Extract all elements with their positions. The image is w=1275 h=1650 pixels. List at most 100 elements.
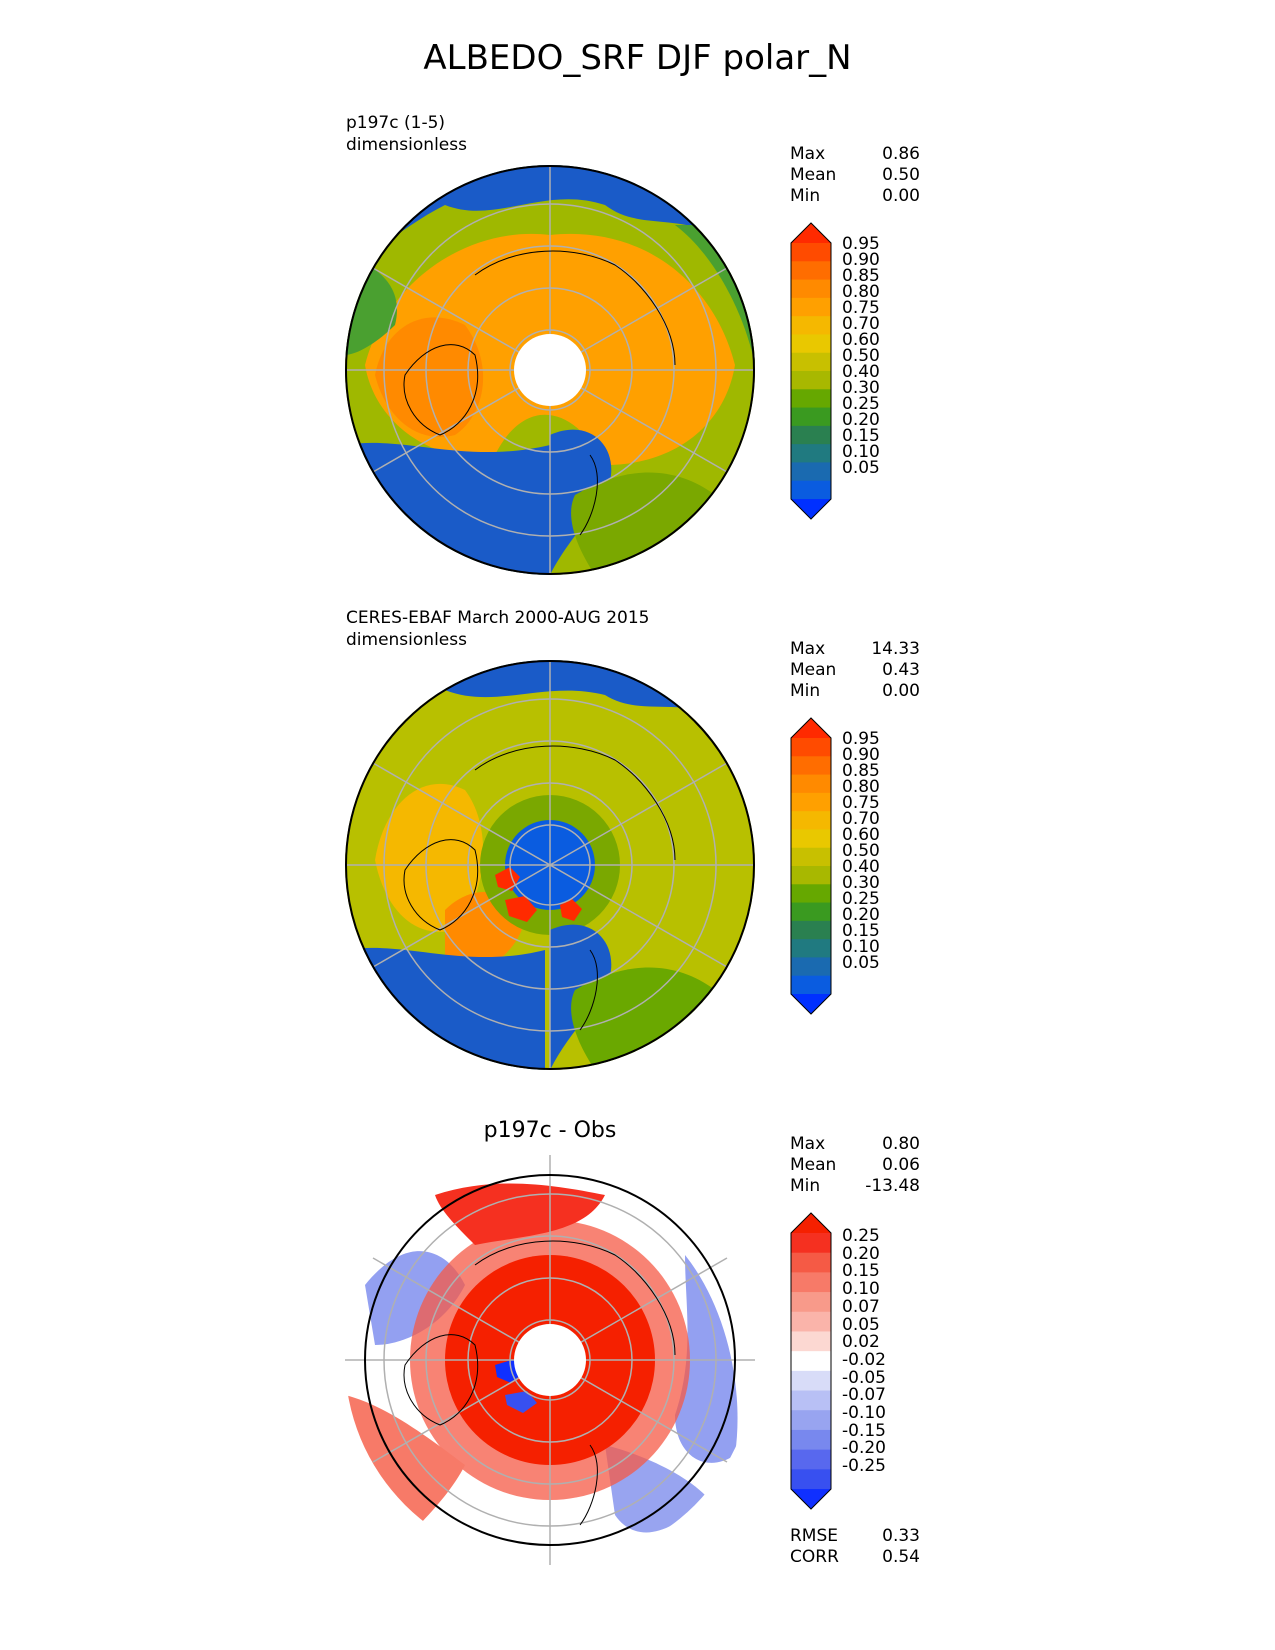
panel1-colorbar-outline <box>790 222 832 520</box>
panel1-colorbar-tick: 0.50 <box>842 346 880 366</box>
panel2-colorbar-swatch <box>791 738 831 757</box>
panel3-metric-rmse: RMSE 0.33 <box>790 1526 920 1546</box>
panel3-colorbar-swatch <box>791 1292 831 1313</box>
panel1-stat-max: Max 0.86 <box>790 144 920 164</box>
panel2-colorbar-tick: 0.40 <box>842 857 880 877</box>
panel3-stat-max: Max 0.80 <box>790 1134 920 1154</box>
panel1-polar-map <box>345 165 755 575</box>
panel2-colorbar-tick: 0.70 <box>842 809 880 829</box>
panel2-hotspot-1 <box>495 867 520 891</box>
panel2-hotspot-3 <box>560 899 582 921</box>
panel2-units: dimensionless <box>346 630 467 650</box>
panel1-stats: Max 0.86 Mean 0.50 Min 0.00 <box>790 144 920 207</box>
panel3-negative-spot-2 <box>505 1391 537 1413</box>
panel1-colorbar-swatch <box>791 444 831 464</box>
panel2-colorbar-cap-top <box>791 718 831 738</box>
panel3-metrics: RMSE 0.33 CORR 0.54 <box>790 1526 920 1568</box>
panel3-colorbar-tick: 0.25 <box>842 1226 880 1246</box>
panel2-stats: Max 14.33 Mean 0.43 Min 0.00 <box>790 639 920 702</box>
panel3-stat-mean: Mean 0.06 <box>790 1155 920 1175</box>
panel2-colorbar-tick: 0.30 <box>842 873 880 893</box>
panel1-coastlines <box>403 250 676 536</box>
figure-title: ALBEDO_SRF DJF polar_N <box>423 38 852 78</box>
panel1-colorbar-swatch <box>791 425 831 445</box>
panel1-greenland-region <box>375 317 484 437</box>
panel3-map-border <box>364 1174 736 1546</box>
panel2-colorbar-tick: 0.10 <box>842 937 880 957</box>
panel2-graticule <box>345 660 755 1070</box>
panel3-colorbar-swatch <box>791 1331 831 1352</box>
panel3-colorbar-tick: 0.07 <box>842 1296 880 1317</box>
panel2-colorbar-swatch <box>791 756 831 776</box>
panel3-negative-east <box>675 1255 738 1463</box>
panel3-colorbar-swatch <box>791 1449 831 1470</box>
panel1-colorbar-swatch <box>791 480 831 500</box>
panel3-colorbar-tick: 0.05 <box>842 1314 880 1335</box>
panel3-colorbar-tick: -0.10 <box>842 1403 886 1423</box>
panel1-pole-hole <box>514 334 586 406</box>
panel2-colorbar-tick: 0.85 <box>842 761 880 781</box>
panel3-colorbar-outline <box>790 1212 832 1510</box>
panel3-colorbar-swatch <box>791 1429 831 1451</box>
panel3-colorbar-swatch <box>791 1410 831 1431</box>
panel1-colorbar-swatch <box>791 279 831 299</box>
panel3-colorbar-tick: 0.10 <box>842 1279 880 1300</box>
panel2-colorbar-tick: 0.90 <box>842 745 880 765</box>
panel3-colorbar <box>790 1212 832 1510</box>
panel1-colorbar-tick: 0.15 <box>842 426 880 446</box>
panel1-colorbar-tick: 0.70 <box>842 314 880 334</box>
panel3-colorbar-tick: -0.05 <box>842 1367 886 1388</box>
panel1-colorbar-tick: 0.60 <box>842 330 880 350</box>
panel3-pole-hole <box>514 1324 586 1396</box>
panel1-map-border <box>345 165 755 575</box>
panel3-colorbar-tick: 0.20 <box>842 1243 880 1264</box>
panel2-hotspot-2 <box>505 896 537 922</box>
panel2-stat-min: Min 0.00 <box>790 681 920 701</box>
panel2-colorbar-swatch <box>791 829 831 849</box>
panel2-colorbar-cap-bottom <box>791 994 831 1014</box>
panel1-colorbar-cap-top <box>791 223 831 243</box>
panel3-colorbar-tick: -0.07 <box>842 1385 886 1406</box>
panel2-colorbar-swatch <box>791 939 831 959</box>
panel1-colorbar-cap-bottom <box>791 499 831 519</box>
panel1-colorbar-tick: 0.85 <box>842 266 880 286</box>
panel1-run-name: p197c (1-5) <box>346 113 446 133</box>
panel3-colorbar-tick: 0.02 <box>842 1332 880 1353</box>
panel1-colorbar-swatch <box>791 371 831 390</box>
panel3-colorbar-swatch <box>791 1311 831 1333</box>
panel2-label: CERES-EBAF March 2000-AUG 2015 dimension… <box>346 607 649 651</box>
panel1-stat-mean: Mean 0.50 <box>790 165 920 185</box>
panel1-europe <box>571 472 715 575</box>
panel3-colorbar-swatch <box>791 1252 831 1273</box>
panel3-colorbar-swatch <box>791 1469 831 1490</box>
panel2-colorbar-tick: 0.05 <box>842 953 880 973</box>
panel1-colorbar <box>790 222 832 520</box>
panel2-colorbar-tick: 0.25 <box>842 889 880 909</box>
panel2-colorbar-swatch <box>791 884 831 904</box>
panel3-colorbar-swatch <box>791 1272 831 1293</box>
panel3-colorbar-swatch <box>791 1370 831 1392</box>
panel1-atlantic <box>345 442 550 575</box>
panel3-colorbar-ticks: 0.25 0.20 0.15 0.10 0.07 0.05 0.02 -0.02 -0.05 -0… <box>842 1228 902 1477</box>
panel1-units: dimensionless <box>346 135 467 155</box>
panel3-colorbar-tick: -0.25 <box>842 1456 886 1477</box>
panel2-colorbar-tick: 0.95 <box>842 729 880 749</box>
panel1-colorbar-tick: 0.05 <box>842 458 880 478</box>
panel3-colorbar-swatch <box>791 1351 831 1372</box>
panel2-colorbar-swatch <box>791 902 831 922</box>
panel1-colorbar-tick: 0.20 <box>842 410 880 430</box>
panel1-colorbar-swatch <box>791 389 831 409</box>
panel3-coastlines <box>403 1240 676 1526</box>
panel3-colorbar-swatch <box>791 1233 831 1254</box>
panel1-colorbar-swatch <box>791 407 831 427</box>
panel1-colorbar-tick: 0.25 <box>842 394 880 414</box>
panel1-colorbar-tick: 0.30 <box>842 378 880 398</box>
panel3-positive-north <box>435 1183 605 1245</box>
panel1-colorbar-tick: 0.90 <box>842 250 880 270</box>
panel3-colorbar-cap-bottom <box>791 1489 831 1509</box>
panel2-colorbar-tick: 0.50 <box>842 841 880 861</box>
panel2-colorbar <box>790 717 832 1015</box>
panel3-stats: Max 0.80 Mean 0.06 Min -13.48 <box>790 1134 920 1197</box>
panel1-colorbar-tick: 0.80 <box>842 282 880 302</box>
panel2-colorbar-tick: 0.75 <box>842 793 880 813</box>
